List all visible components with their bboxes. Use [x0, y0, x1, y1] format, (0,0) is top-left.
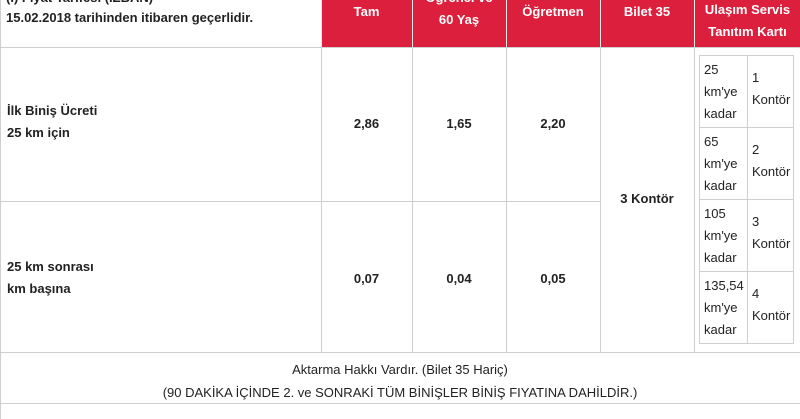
footer-line: (90 DAKİKA İÇİNDE 2. ve SONRAKİ TÜM BİNİ… — [162, 385, 638, 400]
price: 0,07 — [353, 271, 380, 286]
distance: km'ye — [704, 84, 738, 99]
distance: kadar — [704, 322, 737, 337]
price: 0,05 — [540, 271, 566, 286]
distance: 65 — [704, 134, 719, 149]
price: 1,65 — [446, 116, 472, 131]
kontor: Kontör — [752, 164, 791, 179]
distance: km'ye — [704, 228, 738, 243]
column-header: Öğrenci ve — [425, 0, 492, 9]
price: 2,20 — [540, 116, 566, 131]
footer-note-cell — [0, 403, 800, 419]
kontor: Kontör — [752, 92, 791, 107]
column-header: Öğretmen — [522, 4, 584, 19]
column-header: Ulaşım Servis — [704, 2, 791, 17]
row-label: İlk Biniş Ücreti — [7, 103, 98, 118]
column-header: Bilet 35 — [623, 4, 671, 19]
row-label: 25 km için — [7, 125, 70, 140]
distance: kadar — [704, 178, 737, 193]
distance: 135,54 — [704, 278, 744, 293]
kontor: 4 — [752, 286, 760, 301]
row-label: km başına — [7, 281, 71, 296]
kontor: 3 — [752, 214, 760, 229]
column-header: 60 Yaş — [438, 12, 480, 27]
distance: kadar — [704, 106, 737, 121]
distance: km'ye — [704, 300, 738, 315]
ulasim-kontor-cell — [747, 271, 794, 344]
distance: kadar — [704, 250, 737, 265]
kontor: 2 — [752, 142, 760, 157]
row-label: 25 km sonrası — [7, 259, 94, 274]
kontor: Kontör — [752, 236, 791, 251]
price: 2,86 — [353, 116, 380, 131]
column-header: Tanıtım Kartı — [708, 24, 787, 39]
header-title: (İ) Fiyat Tarifesi (İZBAN) — [6, 0, 153, 9]
column-header: Tam — [353, 4, 380, 19]
bilet35-value: 3 Kontör — [620, 191, 674, 206]
distance: 25 — [704, 62, 719, 77]
distance: 105 — [704, 206, 726, 221]
footer-line: Aktarma Hakkı Vardır. (Bilet 35 Hariç) — [292, 362, 508, 377]
price: 0,04 — [446, 271, 472, 286]
distance: km'ye — [704, 156, 738, 171]
header-title: 15.02.2018 tarihinden itibaren geçerlidi… — [6, 10, 254, 25]
kontor: 1 — [752, 70, 760, 85]
kontor: Kontör — [752, 308, 791, 323]
